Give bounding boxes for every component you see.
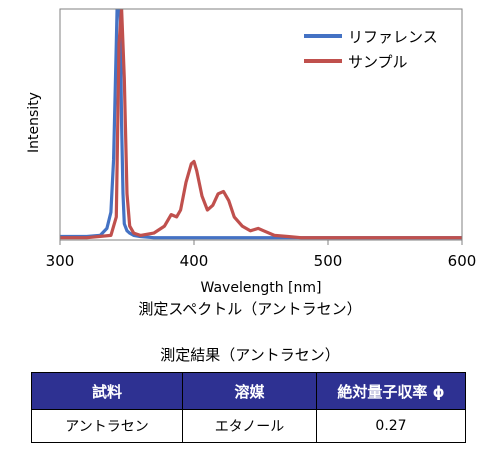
- cell-sample: アントラセン: [31, 409, 183, 443]
- series-line-1: [60, 9, 462, 240]
- x-axis-label: Wavelength [nm]: [201, 280, 322, 296]
- cell-quantum-yield: 0.27: [316, 409, 466, 443]
- chart-caption: 測定スペクトル（アントラセン）: [138, 300, 362, 318]
- results-table-header-row: 試料 溶媒 絶対量子収率 ϕ: [31, 372, 466, 410]
- spectrum-chart-svg: 300 400 500 600 Wavelength [nm] Intensity リファレ…: [26, 8, 477, 296]
- header-quantum-yield: 絶対量子収率 ϕ: [316, 372, 466, 410]
- results-table: 試料 溶媒 絶対量子収率 ϕ アントラセン エタノール 0.27: [31, 372, 466, 443]
- legend-label-1: サンプル: [348, 53, 408, 71]
- plot-frame: [59, 8, 463, 241]
- header-sample: 試料: [31, 372, 183, 410]
- x-tick-label: 300: [46, 252, 75, 270]
- spectrum-chart: 300 400 500 600 Wavelength [nm] Intensity リファレ…: [26, 8, 477, 296]
- y-axis-label: Intensity: [26, 92, 42, 153]
- x-tick-label: 500: [314, 252, 343, 270]
- results-table-title: 測定結果（アントラセン）: [160, 346, 340, 364]
- x-tick-label: 400: [180, 252, 209, 270]
- header-solvent: 溶媒: [182, 372, 317, 410]
- cell-solvent: エタノール: [182, 409, 317, 443]
- legend-label-0: リファレンス: [348, 28, 438, 46]
- table-row: アントラセン エタノール 0.27: [31, 409, 466, 443]
- series-line-0: [60, 9, 462, 240]
- x-tick-label: 600: [448, 252, 477, 270]
